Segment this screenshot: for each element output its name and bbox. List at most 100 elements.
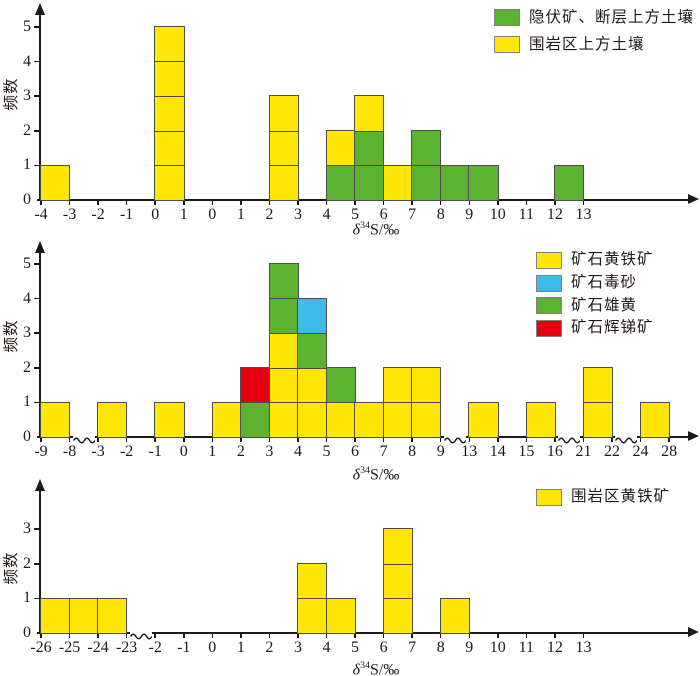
x-tick-label: -1 <box>148 443 162 460</box>
x-tick <box>40 634 42 638</box>
histogram-cell <box>382 164 413 201</box>
x-tick-label: 2 <box>265 206 274 223</box>
histogram-cell <box>240 367 271 404</box>
x-tick <box>240 201 242 205</box>
x-tick <box>268 634 271 638</box>
x-tick-label: 0 <box>179 443 188 460</box>
histogram-cell <box>268 297 299 334</box>
y-tick-label: 3 <box>23 520 31 538</box>
legend-item: 矿石辉锑矿 <box>536 317 654 340</box>
x-tick <box>554 438 556 442</box>
x-axis-arrow-icon <box>688 193 699 204</box>
histogram-cell <box>211 401 242 438</box>
legend-item: 隐伏矿、断层上方土壤 <box>494 4 694 31</box>
x-tick <box>382 634 385 638</box>
y-tick-label: 3 <box>23 324 31 342</box>
legend-swatch-yellow <box>536 488 562 506</box>
y-tick-label: 4 <box>23 289 31 307</box>
histogram-cell <box>97 401 128 438</box>
x-tick <box>582 634 585 638</box>
x-tick <box>154 201 156 205</box>
y-tick <box>34 130 39 132</box>
histogram-cell <box>154 130 185 167</box>
histogram-cell <box>297 367 328 404</box>
x-tick-label: 12 <box>546 639 563 656</box>
y-tick-label: 0 <box>23 191 31 208</box>
x-tick <box>97 201 99 205</box>
histogram-cell <box>382 528 413 565</box>
x-tick-label: 9 <box>436 443 445 460</box>
x-tick-label: 15 <box>518 443 535 460</box>
histogram-cell <box>154 95 185 132</box>
y-axis-title: 频数 <box>3 319 20 353</box>
x-tick-label: 7 <box>379 443 388 460</box>
histogram-cell <box>325 130 356 167</box>
x-tick <box>183 438 185 442</box>
x-tick-label: 16 <box>546 443 563 460</box>
x-axis-title-delta: δ <box>352 221 361 239</box>
chart-soil-histogram: 0 1 2 3 4 5 -4 -3 -2 -1 0 1 0 1 2 3 4 5 6 7 8 9 10 11 12 13 隐伏矿、断层… <box>0 0 700 238</box>
histogram-cell <box>325 367 356 404</box>
x-tick-label: 14 <box>489 443 506 460</box>
legend-swatch-red <box>536 319 562 337</box>
y-axis-arrow-icon <box>34 3 45 15</box>
x-tick-label: 10 <box>489 206 506 223</box>
x-tick-label: -9 <box>34 443 48 460</box>
x-tick-label: -3 <box>91 443 105 460</box>
x-tick-label: 5 <box>351 206 360 223</box>
x-tick <box>668 438 670 442</box>
x-tick <box>639 438 642 442</box>
x-tick-label: 1 <box>236 206 245 223</box>
legend: 矿石黄铁矿 矿石毒砂 矿石雄黄 矿石辉锑矿 <box>536 249 654 340</box>
x-tick-label: 8 <box>408 443 417 460</box>
x-tick <box>125 634 128 638</box>
x-tick <box>40 201 42 205</box>
x-axis-title: δ34S/‰ <box>330 216 422 239</box>
histogram-cell <box>411 164 442 201</box>
histogram-cell <box>382 401 413 438</box>
chart-wallrock-pyrite-histogram: 0 1 2 3 -26 -25 -24 -23 -2 -1 0 1 2 3 4 5 6 7 8 9 10 11 12 13 围岩… <box>0 476 700 676</box>
y-tick-label: 5 <box>23 255 31 272</box>
chart-ore-minerals-histogram: 0 1 2 3 4 5 -9 -8 -3 -2 -1 0 1 2 3 4 5 6 7 8 9 13 14 15 16 21 22 24… <box>0 232 700 483</box>
x-tick-label: 4 <box>322 639 331 656</box>
x-axis-title-delta: δ <box>352 661 361 676</box>
x-tick-label: 8 <box>436 206 445 223</box>
x-tick-label: -24 <box>87 639 109 656</box>
x-tick-label: 0 <box>151 206 160 223</box>
histogram-cell <box>268 263 299 300</box>
histogram-cell <box>411 401 442 438</box>
x-tick <box>40 438 42 442</box>
x-tick <box>497 201 499 205</box>
y-tick-label: 1 <box>23 589 31 607</box>
x-tick <box>68 201 71 205</box>
y-tick <box>34 60 39 63</box>
x-tick-label: 13 <box>575 639 592 656</box>
axis-break-icon <box>443 432 467 444</box>
x-axis-title-superscript: 34 <box>360 220 370 231</box>
legend-label: 隐伏矿、断层上方土壤 <box>529 8 695 26</box>
histogram-cell <box>439 597 471 634</box>
x-tick-label: 8 <box>436 639 445 656</box>
legend-swatch-green <box>536 297 562 315</box>
x-axis-title-rest: S/‰ <box>370 661 400 676</box>
histogram-cell <box>354 95 385 132</box>
histogram-cell <box>268 95 299 132</box>
legend-label: 围岩区黄铁矿 <box>571 488 671 505</box>
x-tick <box>68 438 71 442</box>
y-tick-label: 5 <box>23 18 31 35</box>
x-tick-label: -2 <box>91 206 105 223</box>
y-axis <box>39 250 41 438</box>
legend-label: 矿石辉锑矿 <box>571 319 654 337</box>
histogram-cell <box>525 401 556 438</box>
x-tick-label: 1 <box>208 443 217 460</box>
x-tick <box>154 438 156 442</box>
x-tick <box>582 201 585 205</box>
y-tick <box>34 263 39 265</box>
x-tick-label: 11 <box>518 206 535 223</box>
histogram-cell <box>154 401 185 438</box>
y-tick-label: 4 <box>23 52 31 70</box>
x-tick <box>211 201 214 205</box>
y-tick <box>34 401 39 404</box>
y-tick <box>34 164 39 167</box>
legend-swatch-green <box>494 9 520 26</box>
